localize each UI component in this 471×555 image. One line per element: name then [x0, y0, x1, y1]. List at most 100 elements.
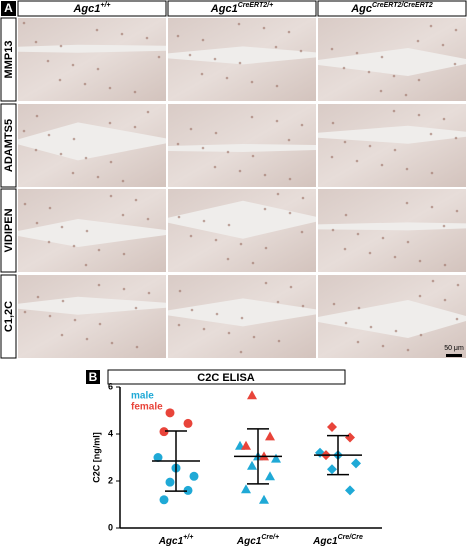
x-tick-label: Agc1Cre/Cre [312, 534, 363, 547]
data-point [165, 408, 175, 418]
cell [84, 263, 88, 267]
category-base: Agc1 [158, 536, 184, 547]
cell [176, 34, 180, 38]
cell [133, 125, 137, 129]
cell [393, 255, 397, 259]
column-header-box [17, 0, 167, 17]
cell [200, 72, 204, 76]
data-point [265, 431, 275, 441]
cell [84, 156, 88, 160]
data-point [345, 432, 355, 443]
y-axis-label: C2C [ng/ml] [91, 432, 101, 483]
cell [251, 154, 255, 158]
cell [239, 350, 243, 354]
row-label-box [0, 274, 17, 359]
header-sup: CreERT2/CreERT2 [372, 2, 433, 9]
cell [369, 325, 373, 329]
cell [202, 327, 206, 331]
data-point [345, 485, 355, 496]
data-point [241, 484, 251, 494]
x-tick-label: Agc1+/+ [158, 534, 194, 547]
joint-space [318, 125, 466, 144]
data-point [247, 460, 257, 470]
cell [22, 21, 26, 25]
cell [441, 43, 445, 47]
cell [145, 36, 149, 40]
cell [110, 341, 114, 345]
panel-label: A [4, 1, 13, 15]
cell [133, 90, 137, 94]
cell [109, 160, 113, 164]
data-point [247, 390, 257, 400]
cell [72, 244, 76, 248]
data-point [159, 427, 169, 437]
scale-bar-label: 50 μm [444, 345, 464, 352]
header-base: Agc1 [72, 3, 100, 15]
cell [288, 177, 292, 181]
cell [96, 67, 100, 71]
cell [454, 28, 458, 32]
cell [239, 242, 243, 246]
y-tick-label: 0 [108, 522, 113, 532]
cell [215, 312, 219, 316]
cell [332, 302, 336, 306]
cell [379, 89, 383, 93]
cell [226, 257, 230, 261]
cell [122, 287, 126, 291]
micrograph [318, 104, 466, 187]
cell [73, 318, 77, 322]
cell [146, 217, 150, 221]
cell [418, 259, 422, 263]
cell [34, 148, 38, 152]
row-label-box [0, 188, 17, 273]
cell [147, 291, 151, 295]
cell [406, 240, 410, 244]
cell [213, 165, 217, 169]
cell [48, 314, 52, 318]
cell [35, 114, 39, 118]
cell [288, 211, 292, 215]
cell [417, 113, 421, 117]
cell [356, 232, 360, 236]
cell [188, 53, 192, 57]
cell [23, 310, 27, 314]
category-sup: Cre/+ [261, 534, 279, 541]
joint-space [168, 298, 316, 327]
joint-space [168, 200, 316, 239]
cell [95, 28, 99, 32]
cell [392, 109, 396, 113]
y-tick-label: 4 [108, 428, 113, 438]
panel-label-box [1, 1, 16, 16]
cell [263, 207, 267, 211]
data-point [183, 485, 193, 495]
micrograph [18, 275, 166, 358]
cell [342, 66, 346, 70]
cell [240, 316, 244, 320]
cell [301, 196, 305, 200]
cell [330, 155, 334, 159]
cell [214, 238, 218, 242]
cell [34, 40, 38, 44]
category-sup: +/+ [183, 534, 193, 541]
cell [264, 246, 268, 250]
header-base: Agc1 [210, 3, 238, 15]
cell [275, 84, 279, 88]
cell [35, 221, 39, 225]
cell [238, 61, 242, 65]
row-label: C1,2C [3, 301, 15, 332]
cell [300, 230, 304, 234]
cell [252, 335, 256, 339]
data-point [351, 458, 361, 469]
cell [289, 285, 293, 289]
cell [455, 317, 459, 321]
cell [263, 173, 267, 177]
cell [367, 70, 371, 74]
legend-entry: female [131, 402, 163, 413]
cell [331, 228, 335, 232]
column-header-box [167, 0, 317, 17]
cell [36, 295, 40, 299]
cell [262, 26, 266, 30]
cell [416, 39, 420, 43]
cell [442, 224, 446, 228]
